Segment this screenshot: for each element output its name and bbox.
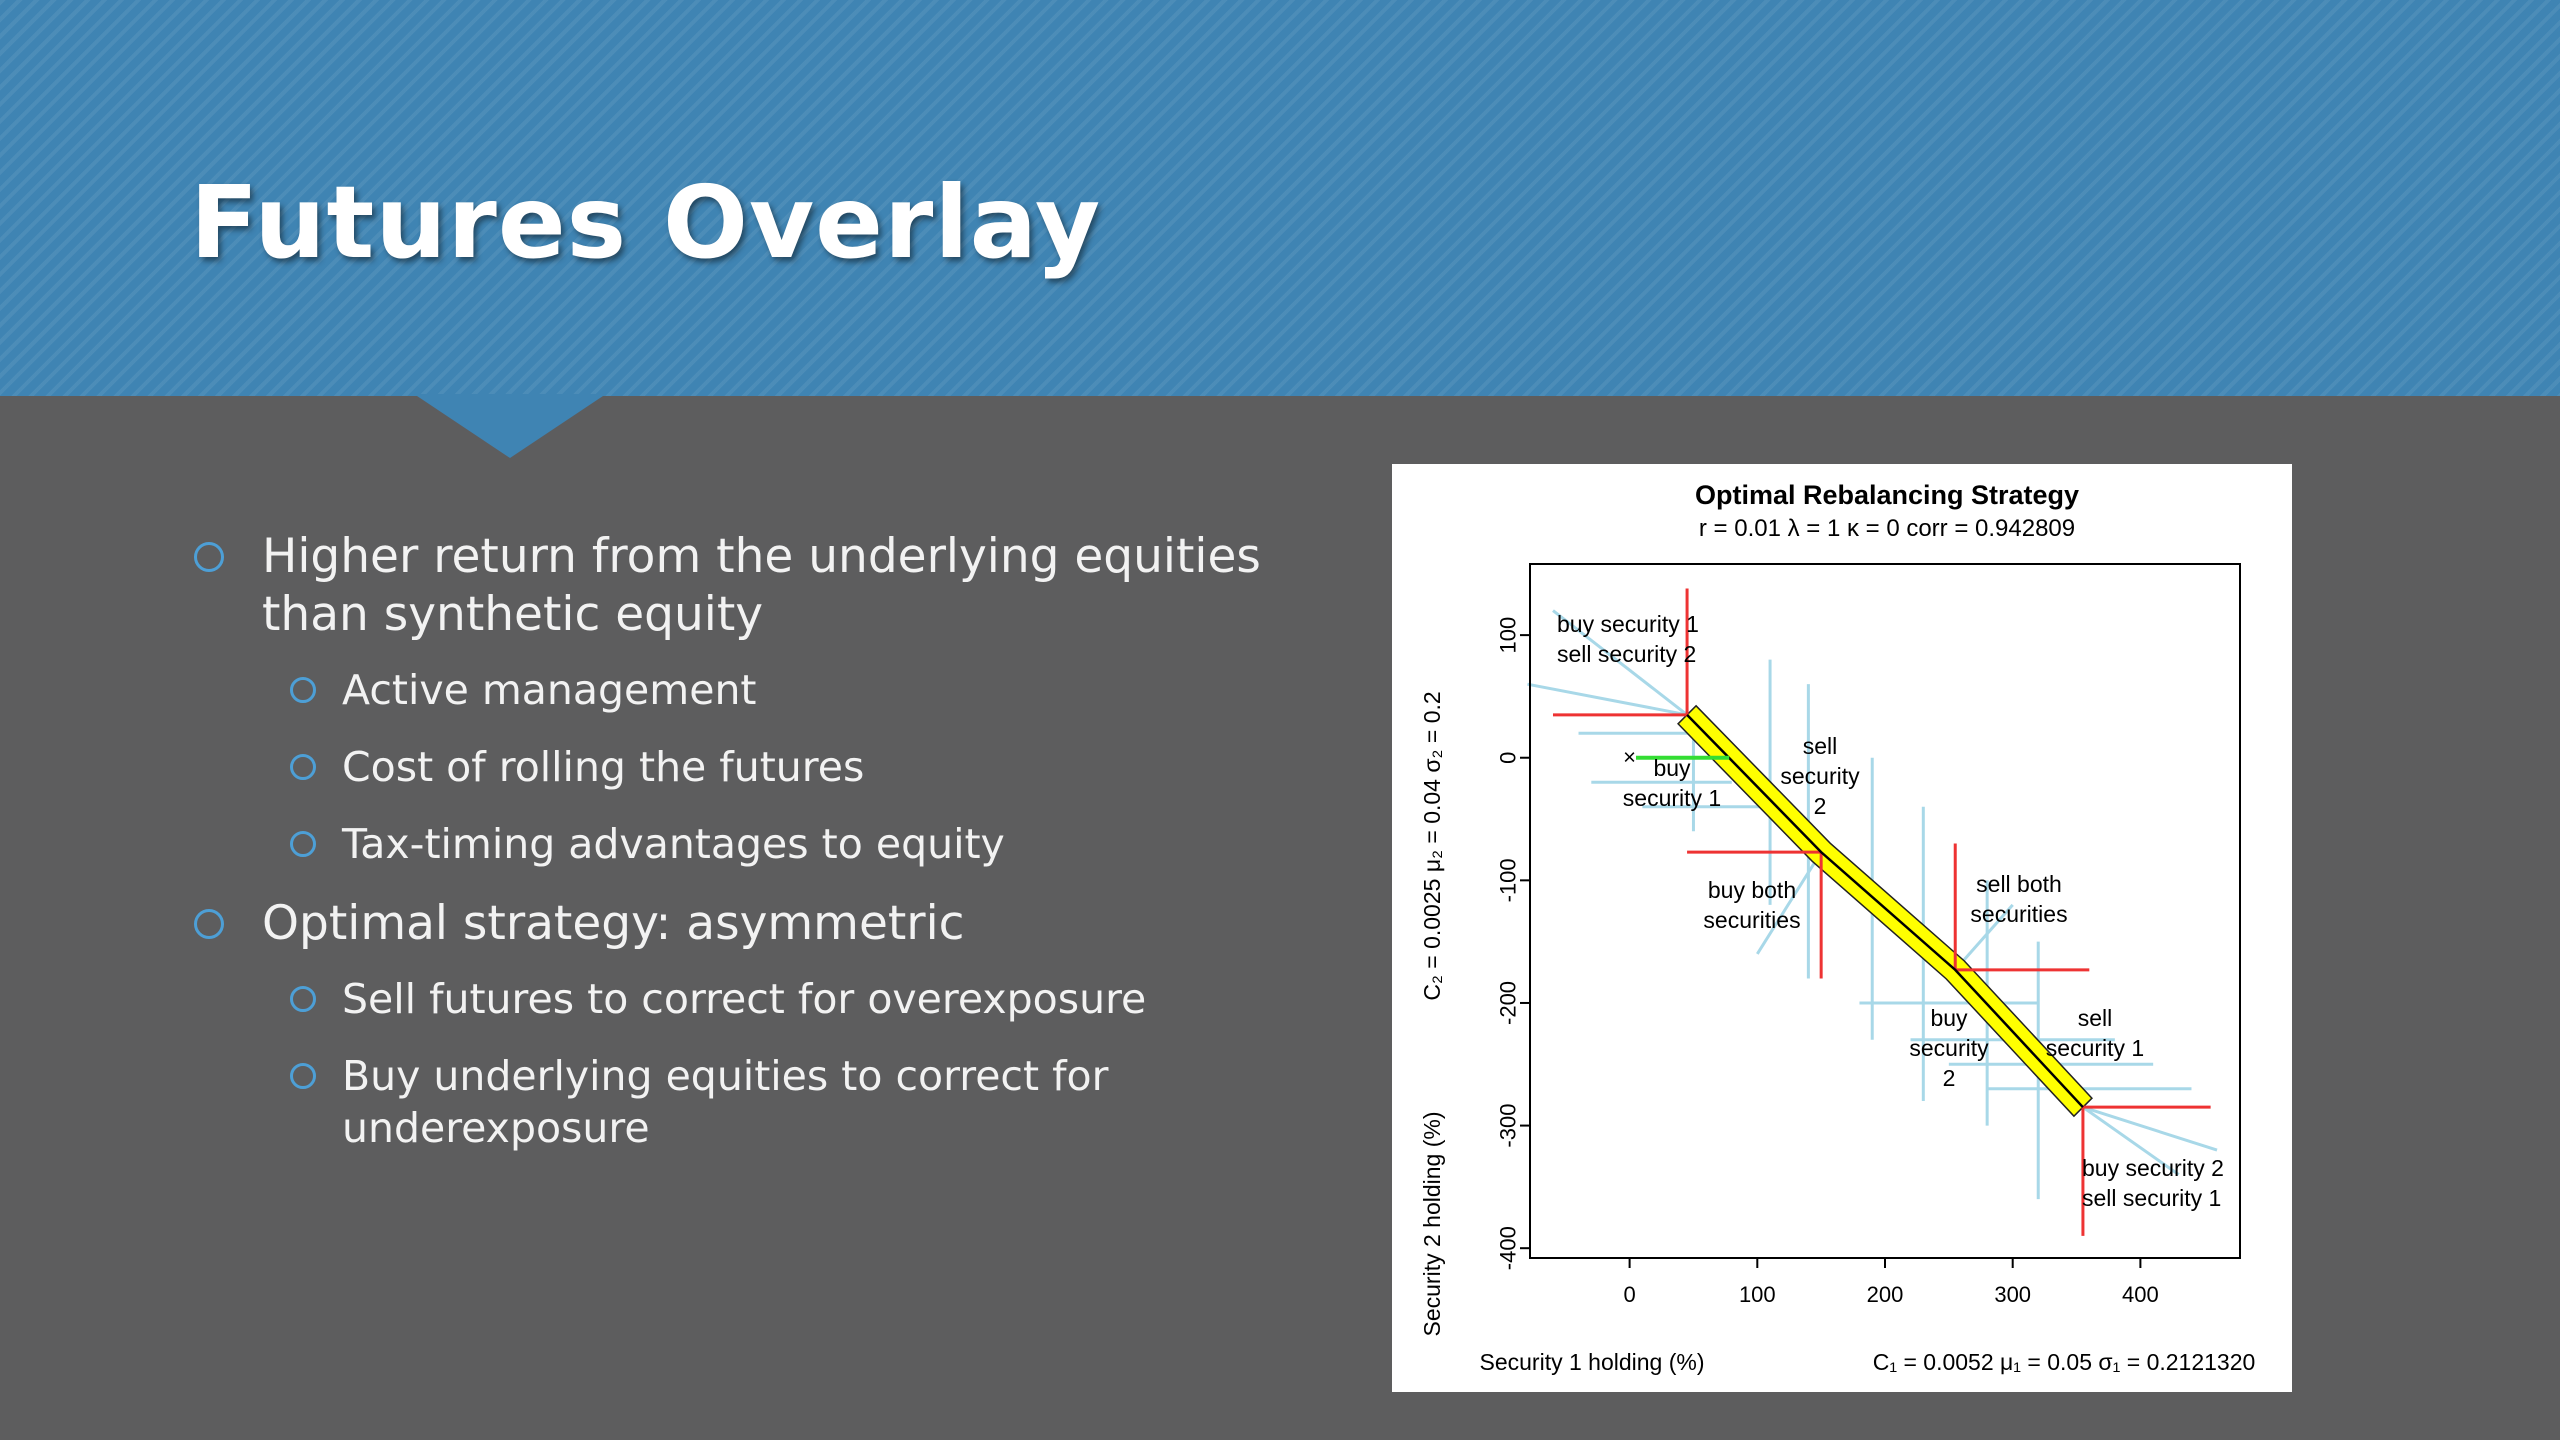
region-annotation: sell — [2078, 1005, 2113, 1031]
header-notch — [414, 394, 606, 458]
region-annotation: security 1 — [2046, 1035, 2144, 1061]
bullet-circle-icon — [194, 542, 224, 572]
region-annotation: security — [1909, 1035, 1989, 1061]
y-axis-label: Security 2 holding (%) — [1419, 1112, 1445, 1337]
region-annotation: sell — [1803, 733, 1838, 759]
flow-arrow — [1552, 609, 1688, 717]
bullet-circle-icon — [290, 831, 316, 857]
x-tick-label: 200 — [1867, 1282, 1904, 1307]
bullet-list: Higher return from the underlying equiti… — [190, 528, 1320, 1179]
x-tick-label: 400 — [2122, 1282, 2159, 1307]
region-annotation: 2 — [1814, 793, 1827, 819]
x-tick-label: 0 — [1623, 1282, 1635, 1307]
flow-arrow — [2082, 1105, 2180, 1176]
region-annotation: 2 — [1943, 1065, 1956, 1091]
region-label: buy both — [1708, 877, 1796, 903]
y-axis-params: C₂ = 0.0025 μ₂ = 0.04 σ₂ = 0.2 — [1419, 691, 1445, 1000]
bullet-circle-icon — [290, 754, 316, 780]
flow-arrow — [1527, 682, 1688, 717]
region-annotation: buy — [1653, 755, 1691, 781]
region-annotation: security — [1780, 763, 1860, 789]
subbullet-tax-timing: Tax-timing advantages to equity — [190, 818, 1320, 870]
bullet-circle-icon — [290, 1063, 316, 1089]
y-tick-label: -400 — [1496, 1226, 1521, 1270]
flow-arrow — [2082, 1105, 2218, 1152]
rebalancing-chart: × 0 100 200 300 400 100 0 -100 -200 -300 -400 Optima… — [1392, 464, 2292, 1392]
y-tick-label: -200 — [1496, 981, 1521, 1025]
y-tick-label: 100 — [1496, 617, 1521, 654]
region-label: sell security 1 — [2082, 1185, 2221, 1211]
bullet-higher-return: Higher return from the underlying equiti… — [190, 528, 1320, 644]
region-label: buy security 1 — [1557, 611, 1699, 637]
chart-svg: × 0 100 200 300 400 100 0 -100 -200 -300 -400 Optima… — [1419, 480, 2256, 1375]
region-label: sell security 2 — [1557, 641, 1696, 667]
start-marker: × — [1623, 745, 1636, 770]
y-tick-label: -100 — [1496, 858, 1521, 902]
region-label: securities — [1970, 901, 2067, 927]
no-trade-band — [1677, 704, 2093, 1118]
y-tick-label: -300 — [1496, 1104, 1521, 1148]
header-banner — [0, 0, 2560, 396]
region-label: buy security 2 — [2082, 1155, 2224, 1181]
region-label: securities — [1703, 907, 1800, 933]
x-tick-label: 300 — [1994, 1282, 2031, 1307]
bullet-optimal-strategy: Optimal strategy: asymmetric — [190, 895, 1320, 953]
series-optimal-line — [1686, 713, 2084, 1109]
bullet-circle-icon — [194, 909, 224, 939]
region-annotation: security 1 — [1623, 785, 1721, 811]
region-label: sell both — [1976, 871, 2062, 897]
x-tick-label: 100 — [1739, 1282, 1776, 1307]
region-annotation: buy — [1930, 1005, 1968, 1031]
bullet-circle-icon — [290, 677, 316, 703]
chart-subtitle: r = 0.01 λ = 1 κ = 0 corr = 0.942809 — [1699, 515, 2075, 542]
flow-arrow — [1756, 851, 1823, 955]
chart-title: Optimal Rebalancing Strategy — [1695, 480, 2079, 510]
slide-title: Futures Overlay — [190, 164, 1102, 281]
x-axis-params: C₁ = 0.0052 μ₁ = 0.05 σ₁ = 0.2121320 — [1873, 1349, 2256, 1375]
subbullet-buy-underlying: Buy underlying equities to correct for u… — [190, 1050, 1320, 1154]
subbullet-active-management: Active management — [190, 664, 1320, 716]
x-axis-label: Security 1 holding (%) — [1480, 1349, 1705, 1375]
subbullet-cost-of-rolling: Cost of rolling the futures — [190, 741, 1320, 793]
flow-arrow — [1954, 903, 2014, 971]
subbullet-sell-futures: Sell futures to correct for overexposure — [190, 973, 1320, 1025]
bullet-circle-icon — [290, 986, 316, 1012]
y-tick-label: 0 — [1496, 752, 1521, 764]
